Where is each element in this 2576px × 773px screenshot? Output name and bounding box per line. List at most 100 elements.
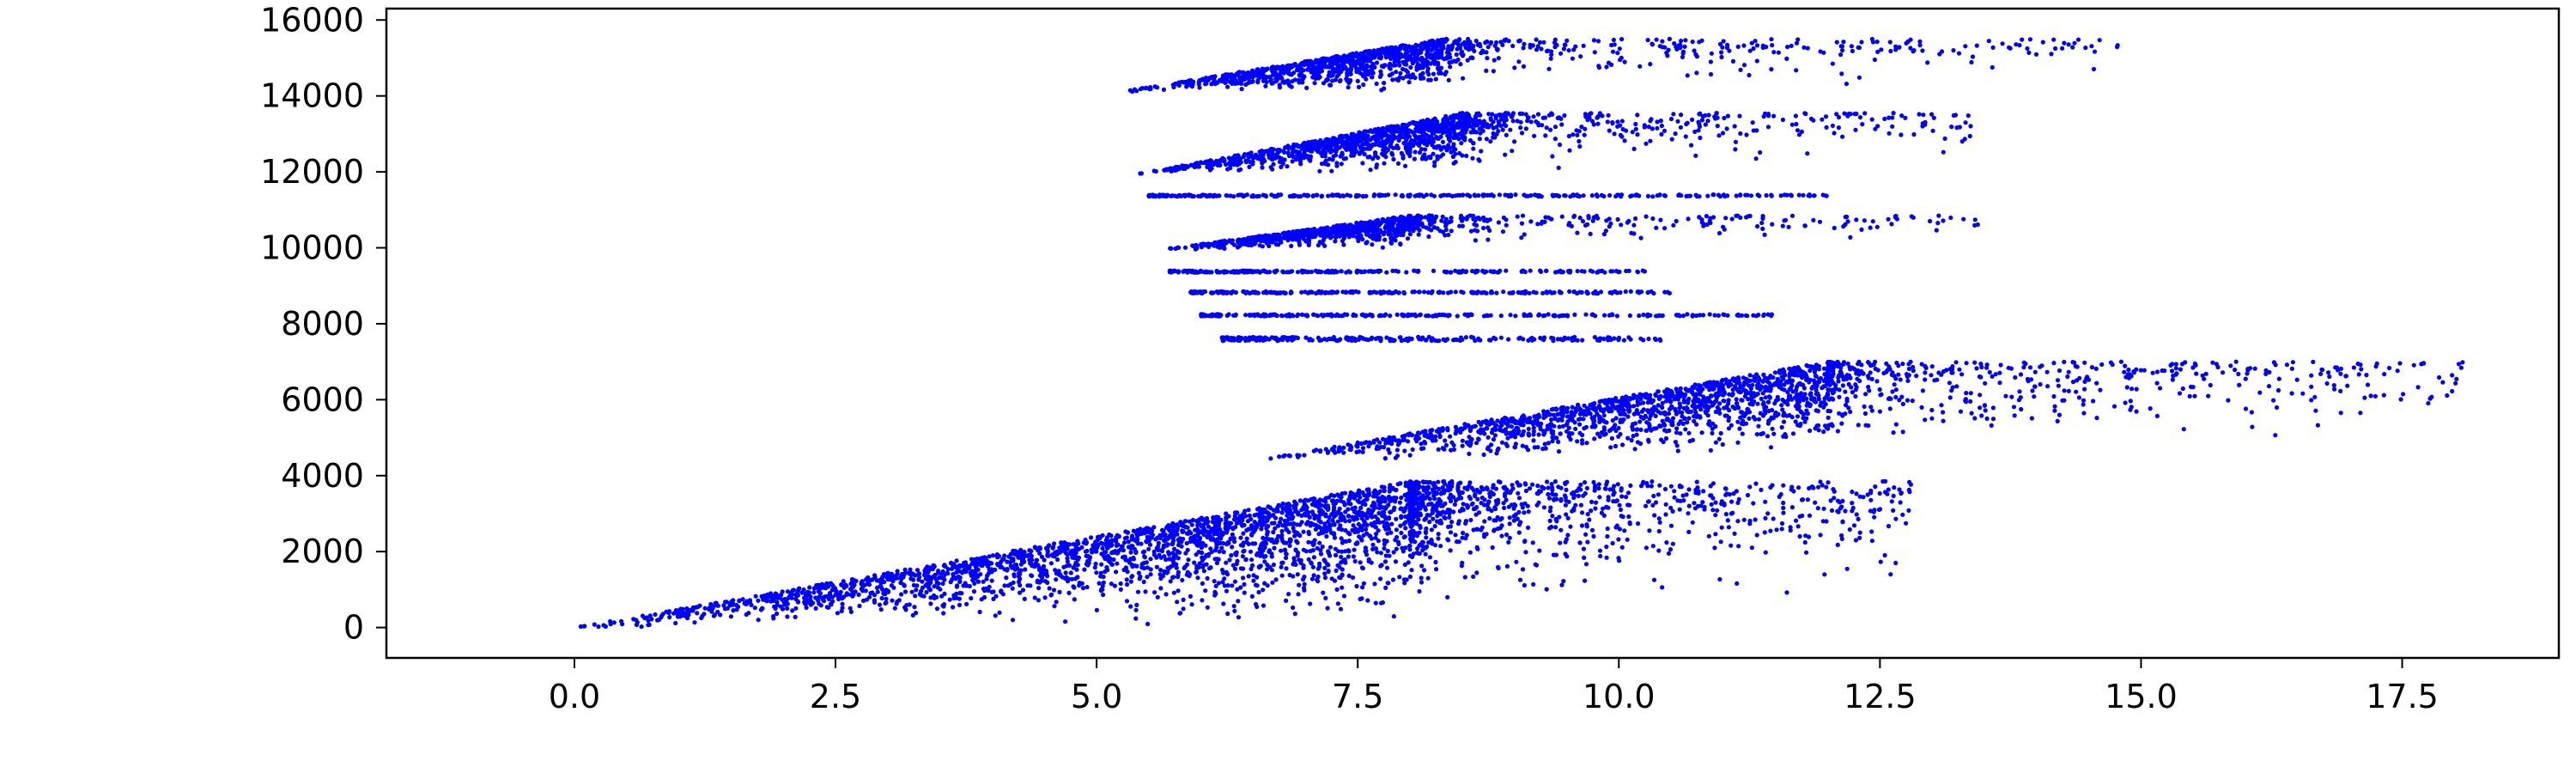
- data-point: [714, 601, 719, 606]
- data-point: [1376, 510, 1382, 516]
- data-point: [1754, 432, 1759, 437]
- data-point: [1548, 423, 1553, 428]
- data-point: [1293, 508, 1298, 514]
- data-point: [1686, 503, 1692, 508]
- data-point: [1393, 559, 1399, 564]
- data-point: [1150, 533, 1156, 538]
- data-point: [1553, 516, 1558, 522]
- data-point: [789, 592, 794, 597]
- data-point: [1332, 535, 1338, 540]
- data-point: [879, 580, 884, 585]
- data-point: [1452, 502, 1457, 507]
- data-point: [1249, 593, 1255, 600]
- data-point: [852, 582, 857, 587]
- data-point: [1594, 500, 1599, 505]
- data-point: [1959, 372, 1965, 377]
- data-point: [1635, 440, 1640, 445]
- data-point: [1213, 524, 1218, 529]
- data-point: [1339, 495, 1344, 500]
- data-point: [1891, 430, 1896, 435]
- data-point: [1195, 528, 1200, 533]
- data-point: [1668, 484, 1674, 489]
- data-point: [1877, 409, 1882, 414]
- data-point: [1413, 507, 1418, 512]
- data-point: [1774, 527, 1779, 533]
- data-point: [1617, 526, 1622, 532]
- data-point: [1378, 551, 1383, 556]
- data-point: [1767, 384, 1772, 389]
- data-point: [1361, 523, 1366, 528]
- data-point: [1596, 482, 1601, 487]
- data-point: [1431, 493, 1437, 498]
- data-point: [1145, 621, 1151, 627]
- data-point: [1319, 508, 1324, 513]
- data-point: [1433, 434, 1438, 439]
- data-point: [2456, 362, 2462, 367]
- data-point: [2373, 364, 2379, 369]
- data-point: [1176, 588, 1181, 593]
- data-point: [1550, 429, 1556, 434]
- data-point: [839, 582, 844, 587]
- data-point: [2018, 395, 2023, 400]
- data-point: [1036, 598, 1041, 603]
- data-point: [1558, 540, 1563, 545]
- data-point: [1649, 407, 1655, 412]
- data-point: [1301, 529, 1306, 534]
- data-point: [1410, 486, 1415, 492]
- data-point: [1060, 575, 1065, 580]
- data-point: [1919, 405, 1924, 410]
- data-point: [1020, 587, 1026, 593]
- data-point: [1591, 533, 1596, 539]
- data-point: [1807, 404, 1813, 409]
- data-point: [1759, 431, 1764, 436]
- data-point: [1625, 537, 1630, 542]
- data-point: [1087, 555, 1093, 560]
- data-point: [1716, 393, 1721, 399]
- data-point: [2081, 398, 2087, 403]
- data-point: [894, 601, 899, 606]
- data-point: [2099, 362, 2105, 367]
- data-point: [1779, 520, 1785, 526]
- data-point: [1982, 403, 1987, 408]
- data-point: [631, 617, 636, 622]
- data-point: [1411, 490, 1417, 496]
- data-point: [807, 585, 812, 590]
- data-point: [863, 588, 868, 593]
- data-point: [1589, 424, 1595, 429]
- data-point: [1203, 588, 1208, 593]
- data-point: [1279, 564, 1284, 569]
- data-point: [1923, 377, 1928, 382]
- data-point: [1632, 447, 1637, 452]
- data-point: [989, 578, 994, 583]
- data-point: [1972, 416, 1978, 421]
- data-point: [840, 596, 845, 601]
- data-point: [1416, 501, 1421, 507]
- data-point: [1581, 411, 1587, 417]
- data-point: [1398, 523, 1403, 528]
- data-point: [1197, 538, 1202, 543]
- data-point: [811, 590, 817, 595]
- data-point: [1621, 408, 1626, 413]
- data-point: [1261, 522, 1267, 527]
- data-point: [1251, 573, 1256, 578]
- data-point: [1158, 586, 1163, 591]
- data-point: [1214, 560, 1219, 566]
- data-point: [1533, 562, 1538, 567]
- data-point: [1536, 500, 1541, 505]
- data-point: [940, 569, 945, 575]
- data-point: [803, 592, 808, 597]
- data-point: [1276, 502, 1281, 508]
- data-point: [2089, 365, 2095, 370]
- data-point: [1598, 553, 1603, 559]
- data-point: [1839, 536, 1844, 542]
- data-point: [2300, 391, 2306, 396]
- data-point: [1394, 527, 1399, 533]
- data-point: [1327, 553, 1333, 558]
- data-point: [1051, 587, 1057, 593]
- data-point: [1100, 533, 1105, 538]
- data-point: [1947, 395, 1953, 400]
- data-point: [1320, 544, 1325, 550]
- data-point: [1634, 408, 1639, 413]
- data-point: [984, 576, 989, 581]
- data-point: [1418, 525, 1423, 531]
